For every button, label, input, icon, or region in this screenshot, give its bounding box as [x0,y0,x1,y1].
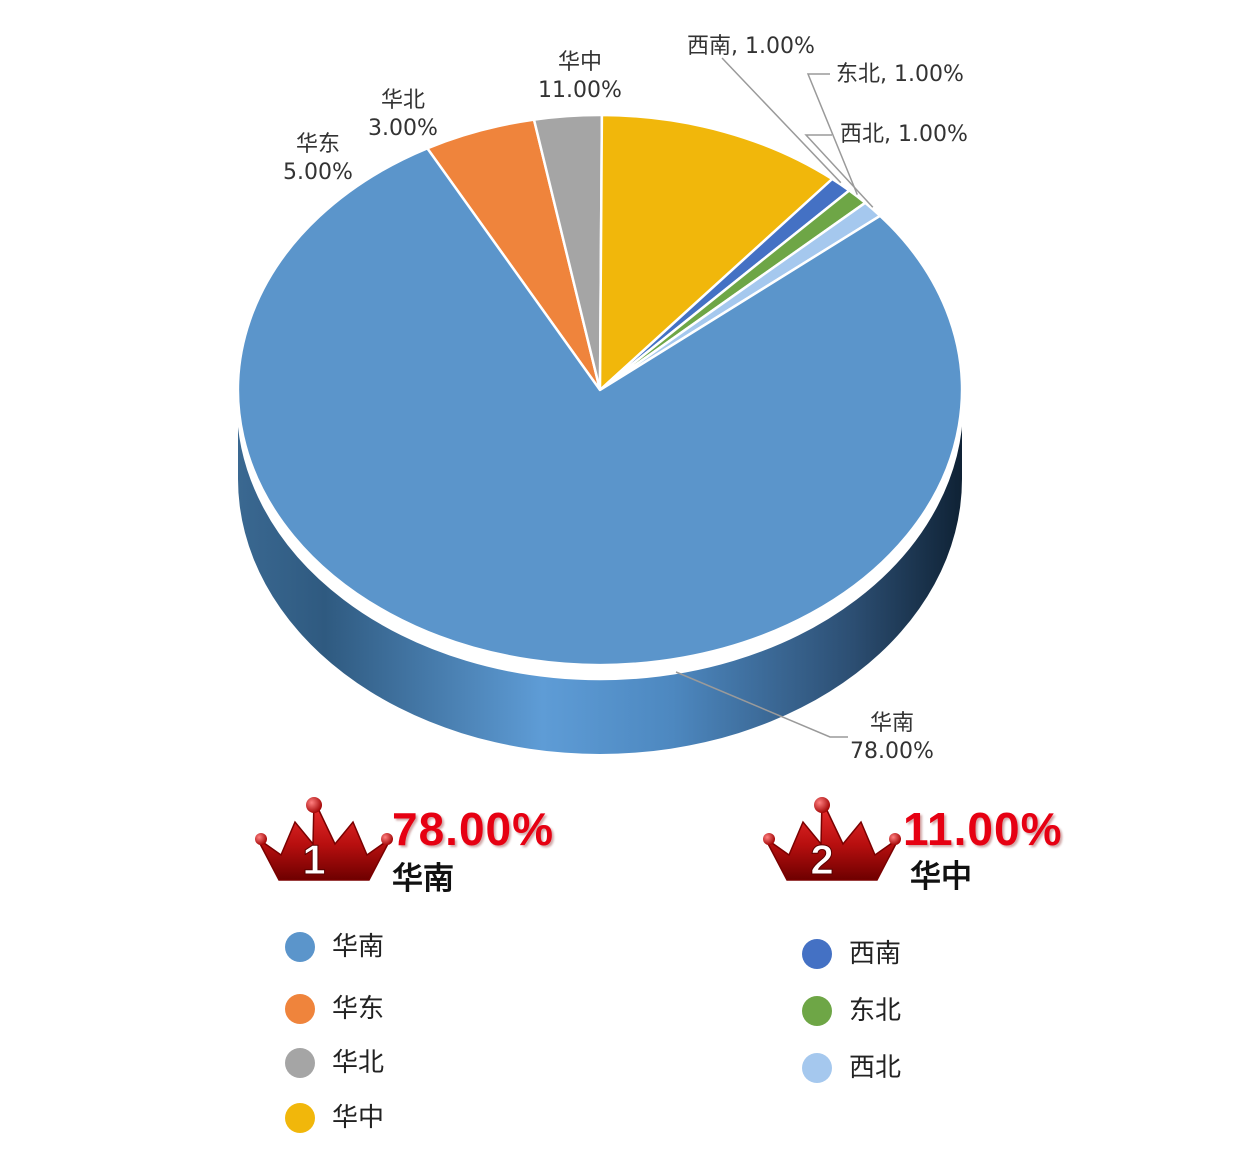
data-label-huabei: 华北 3.00% [368,88,438,141]
data-label-xibei: 西北, 1.00% [840,122,968,147]
legend-swatch [285,1103,315,1133]
crown-rank-number: 1 [302,836,325,883]
legend-swatch [802,1053,832,1083]
leader-line [804,134,874,208]
pie-side-outline [236,403,964,681]
data-label-dongbei: 东北, 1.00% [836,62,964,87]
crown-icon-rank-2: 2 [763,797,901,884]
crown-rank-number: 2 [810,836,833,883]
legend-label: 西北 [849,1053,902,1083]
legend-swatch [285,994,315,1024]
legend-swatch [285,1048,315,1078]
data-label-huadong: 华东 5.00% [283,132,353,185]
leader-line [721,57,842,184]
legend-label: 华南 [332,932,385,962]
rank-1-name: 华南 [392,861,454,897]
data-label-xinan: 西南, 1.00% [687,34,815,59]
rank-1-percent: 78.00% [392,803,555,855]
crown-icon-rank-1: 1 [255,797,393,884]
pie-slice-1 [236,147,964,667]
rank-2-name: 华中 [910,859,972,895]
rank-2-percent: 11.00% [903,803,1063,855]
data-label-huazhong: 华中 11.00% [538,50,622,103]
legend-label: 西南 [849,939,902,969]
legend-label: 华北 [332,1048,385,1078]
legend-label: 东北 [849,996,902,1026]
legend-label: 华东 [332,994,385,1024]
legend-swatch [802,939,832,969]
leader-line [675,671,848,738]
pie-slice-4 [598,113,834,392]
data-label-huanan: 华南 78.00% [850,711,934,764]
leader-line [806,73,858,195]
legend-label: 华中 [332,1103,385,1133]
legend-swatch [285,932,315,962]
legend-swatch [802,996,832,1026]
pie-side [238,404,962,754]
